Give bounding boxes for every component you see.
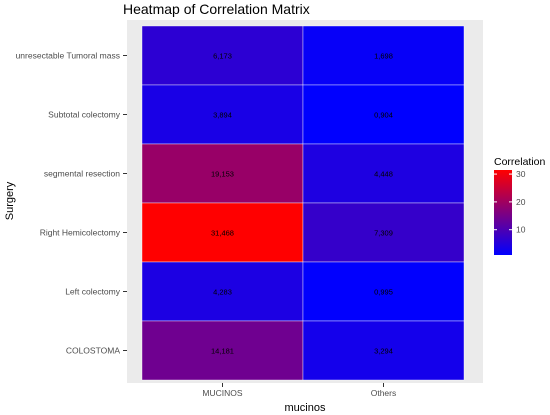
- heatmap-cell: [141, 261, 304, 322]
- y-axis-title: Surgery: [4, 181, 16, 220]
- y-tick-label: Left colectomy: [65, 287, 121, 297]
- heatmap-cell: [302, 320, 465, 381]
- cell-value-label: 3,894: [213, 111, 232, 120]
- heatmap-cell: [302, 202, 465, 263]
- cell-value-label: 0,995: [374, 288, 393, 297]
- heatmap-cell: [302, 261, 465, 322]
- heatmap-cell: [141, 320, 304, 381]
- x-tick-label: Others: [371, 388, 397, 398]
- y-tick-label: Right Hemicolectomy: [40, 228, 121, 238]
- cell-value-label: 1,698: [374, 52, 393, 61]
- heatmap-cell: [302, 143, 465, 204]
- cell-value-label: 19,153: [211, 170, 234, 179]
- heatmap-cell: [141, 25, 304, 86]
- heatmap-cell: [141, 84, 304, 145]
- legend-ticks: 10 20 30: [494, 169, 526, 235]
- y-tick-label: unresectable Tumoral mass: [16, 51, 120, 61]
- heatmap-cell: [302, 84, 465, 145]
- cell-value-label: 3,294: [374, 347, 393, 356]
- cell-value-label: 6,173: [213, 52, 232, 61]
- x-axis-title: mucinos: [285, 402, 326, 414]
- heatmap-cell: [302, 25, 465, 86]
- cell-value-label: 4,448: [374, 170, 393, 179]
- legend: Correlation 10 20 30: [494, 156, 546, 255]
- legend-tick-label: 30: [516, 169, 526, 179]
- legend-tick-label: 20: [516, 197, 526, 207]
- heatmap-cell: [141, 202, 304, 263]
- heatmap-cells: 6,173 1,698 3,894 0,904 19,153 4,448 31,468 7,3…: [141, 25, 465, 381]
- y-tick-label: COLOSTOMA: [66, 346, 120, 356]
- x-tick-label: MUCINOS: [202, 388, 242, 398]
- legend-tick-label: 10: [516, 225, 526, 235]
- x-axis: MUCINOS Others: [202, 383, 396, 398]
- cell-value-label: 0,904: [374, 111, 393, 120]
- y-tick-label: Subtotal colectomy: [48, 110, 121, 120]
- y-axis: unresectable Tumoral mass Subtotal colect…: [16, 51, 127, 356]
- legend-colorbar: [494, 170, 512, 255]
- cell-value-label: 14,181: [211, 347, 234, 356]
- y-tick-label: segmental resection: [44, 169, 120, 179]
- legend-title: Correlation: [494, 156, 546, 168]
- chart-title: Heatmap of Correlation Matrix: [123, 1, 310, 17]
- cell-value-label: 7,309: [374, 229, 393, 238]
- cell-value-label: 31,468: [211, 229, 234, 238]
- cell-value-label: 4,283: [213, 288, 232, 297]
